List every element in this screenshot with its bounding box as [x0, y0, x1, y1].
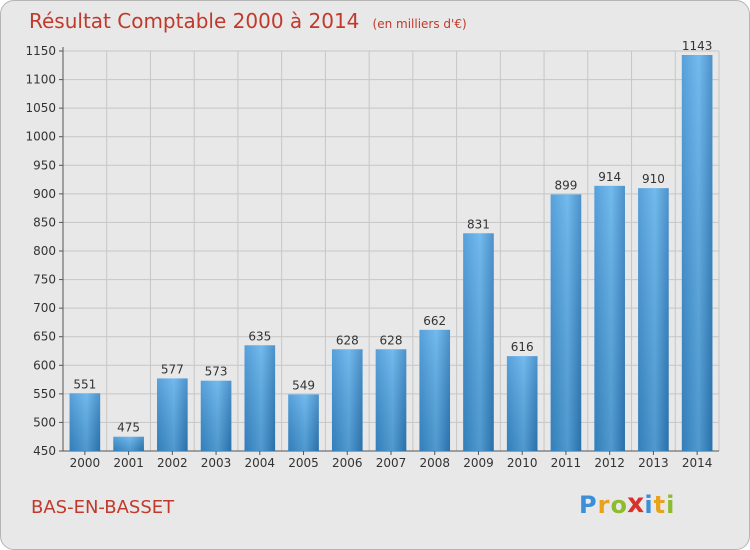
- y-tick-label: 1050: [25, 101, 56, 115]
- x-tick-label: 2009: [463, 456, 494, 470]
- bar-value-label: 910: [642, 172, 665, 186]
- bar-value-label: 475: [117, 421, 140, 435]
- bar-shade: [594, 185, 625, 451]
- y-tick-label: 900: [33, 187, 56, 201]
- chart-subtitle: (en milliers d'€): [372, 17, 467, 31]
- x-tick-label: 2004: [245, 456, 276, 470]
- y-tick-label: 800: [33, 244, 56, 258]
- bar-value-label: 628: [380, 333, 403, 347]
- title-row: Résultat Comptable 2000 à 2014 (en milli…: [29, 9, 467, 33]
- x-tick-label: 2007: [376, 456, 407, 470]
- y-tick-label: 950: [33, 158, 56, 172]
- y-tick-label: 750: [33, 273, 56, 287]
- y-tick-label: 450: [33, 444, 56, 458]
- x-tick-label: 2014: [682, 456, 713, 470]
- x-tick-label: 2008: [419, 456, 450, 470]
- logo-letter: x: [627, 487, 646, 519]
- bar-value-label: 1143: [682, 39, 713, 53]
- bar-value-label: 573: [205, 365, 228, 379]
- y-tick-label: 1000: [25, 130, 56, 144]
- bar-shade: [331, 349, 363, 451]
- x-tick-label: 2013: [638, 456, 669, 470]
- y-tick-label: 1150: [25, 44, 56, 58]
- bar-value-label: 628: [336, 333, 359, 347]
- y-tick-label: 850: [33, 215, 56, 229]
- x-tick-label: 2002: [157, 456, 188, 470]
- x-tick-label: 2011: [551, 456, 582, 470]
- bar-shade: [506, 356, 538, 451]
- x-tick-label: 2003: [201, 456, 232, 470]
- data-labels: 551 475 577 573 635 549 628 628 662 831 616 899 914 9…: [73, 39, 712, 435]
- bar-value-label: 577: [161, 362, 184, 376]
- bar-shade: [157, 378, 188, 451]
- bar-value-label: 662: [423, 314, 446, 328]
- bar-shade: [69, 393, 101, 451]
- bar-value-label: 551: [73, 377, 96, 391]
- y-tick-label: 550: [33, 387, 56, 401]
- bar-value-label: 914: [598, 170, 621, 184]
- proxiti-logo: Proxiti: [579, 487, 676, 519]
- bar-shade: [375, 349, 407, 451]
- x-tick-label: 2012: [594, 456, 625, 470]
- bar-value-label: 831: [467, 217, 490, 231]
- logo-letter: r: [597, 491, 611, 519]
- bar-shade: [681, 55, 713, 451]
- logo-letter: t: [653, 491, 667, 519]
- x-tick-label: 2005: [288, 456, 319, 470]
- bar-value-label: 616: [511, 340, 534, 354]
- logo-letter: P: [579, 491, 598, 519]
- bar-shade: [463, 233, 494, 451]
- y-tick-label: 600: [33, 358, 56, 372]
- bar-value-label: 549: [292, 378, 315, 392]
- y-tick-label: 1100: [25, 73, 56, 87]
- logo-letter: i: [666, 491, 676, 519]
- bar-shade: [419, 329, 451, 451]
- commune-name: BAS-EN-BASSET: [31, 497, 175, 518]
- bar-shade: [550, 194, 582, 451]
- bar-value-label: 899: [554, 178, 577, 192]
- x-tick-label: 2001: [113, 456, 144, 470]
- bars: [69, 55, 713, 451]
- bar-shade: [200, 380, 232, 451]
- y-tick-label: 650: [33, 330, 56, 344]
- bar-shade: [244, 345, 276, 451]
- bar-shade: [638, 188, 669, 451]
- x-tick-label: 2006: [332, 456, 363, 470]
- x-tick-label: 2010: [507, 456, 538, 470]
- x-tick-label: 2000: [70, 456, 101, 470]
- chart-title: Résultat Comptable 2000 à 2014: [29, 9, 360, 33]
- bar-shade: [113, 436, 144, 451]
- y-tick-label: 500: [33, 415, 56, 429]
- logo-letter: i: [644, 491, 654, 519]
- bar-shade: [288, 394, 319, 451]
- bar-value-label: 635: [248, 329, 271, 343]
- y-tick-label: 700: [33, 301, 56, 315]
- logo-letter: o: [610, 491, 628, 519]
